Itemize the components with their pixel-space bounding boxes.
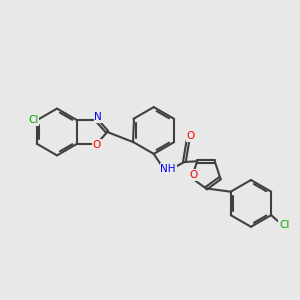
Text: O: O <box>189 170 197 180</box>
Text: NH: NH <box>160 164 176 174</box>
Text: O: O <box>93 140 101 150</box>
Text: N: N <box>94 112 102 122</box>
Text: Cl: Cl <box>28 115 38 125</box>
Text: O: O <box>187 131 195 141</box>
Text: Cl: Cl <box>279 220 290 230</box>
